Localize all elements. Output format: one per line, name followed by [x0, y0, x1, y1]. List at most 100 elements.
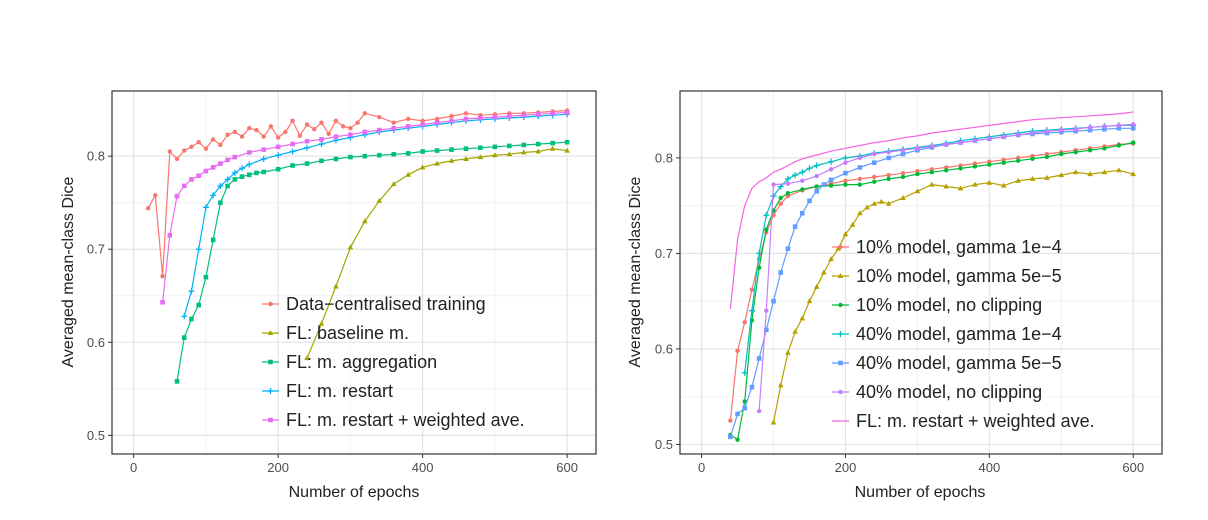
data-point	[448, 157, 455, 163]
data-point	[749, 287, 755, 292]
data-point	[864, 204, 870, 210]
data-point	[1030, 130, 1035, 136]
data-point	[189, 144, 194, 150]
data-point	[1044, 128, 1050, 134]
data-point	[210, 165, 216, 170]
data-point	[943, 168, 949, 173]
data-point	[189, 177, 194, 182]
data-point	[405, 171, 411, 177]
data-point	[535, 148, 542, 154]
data-point	[391, 151, 397, 157]
data-point	[232, 129, 238, 135]
data-point	[828, 177, 834, 183]
data-point	[377, 114, 382, 120]
data-point	[785, 181, 791, 186]
data-point	[885, 200, 892, 206]
left-gridlines	[112, 91, 596, 454]
data-point	[843, 182, 848, 187]
data-point	[763, 212, 770, 219]
data-point	[900, 170, 906, 176]
data-point	[174, 156, 180, 162]
left-chart-panel: 0.5 0.6 0.7 0.8 0 200 400 600 Number of epochs…	[60, 90, 597, 501]
data-point	[210, 237, 216, 243]
data-point	[972, 164, 978, 169]
data-point	[521, 112, 527, 118]
data-point	[778, 195, 783, 201]
data-point	[814, 189, 819, 194]
data-point	[391, 120, 396, 125]
data-point	[821, 269, 827, 275]
series-40-model-no-clipping	[756, 122, 1136, 414]
right-y-tick-labels: 0.5 0.6 0.7 0.8	[655, 150, 680, 452]
data-point	[929, 169, 934, 175]
series-fl-m-restart-weighted-ave	[160, 110, 570, 305]
data-point	[872, 179, 877, 184]
data-point	[1029, 175, 1036, 181]
data-point	[376, 197, 383, 203]
y-tick-label: 0.8	[87, 149, 105, 164]
data-point	[434, 116, 440, 122]
legend-label: 10% model, gamma 5e−5	[856, 266, 1062, 286]
legend-key-marker	[268, 301, 273, 307]
data-point	[742, 319, 747, 325]
legend-key-marker	[268, 417, 273, 423]
data-point	[275, 166, 281, 172]
legend-label: 40% model, gamma 1e−4	[856, 324, 1062, 344]
data-point	[477, 154, 484, 160]
legend-label: FL: baseline m.	[286, 323, 409, 343]
data-point	[1102, 146, 1107, 151]
data-point	[405, 124, 411, 129]
data-point	[1130, 125, 1136, 131]
data-point	[478, 145, 483, 151]
data-point	[362, 153, 368, 159]
data-point	[756, 408, 762, 414]
legend-key-marker	[838, 244, 843, 250]
data-point	[943, 183, 949, 189]
data-point	[915, 146, 920, 151]
data-point	[174, 193, 180, 199]
data-point	[507, 143, 512, 149]
series-10-model-no-clipping	[728, 140, 1136, 442]
data-point	[268, 124, 274, 129]
data-point	[1001, 160, 1006, 165]
data-point	[434, 148, 440, 153]
legend-item-fl-m-restart-weighted-ave: FL: m. restart + weighted ave.	[832, 411, 1095, 431]
legend-label: FL: m. aggregation	[286, 352, 437, 372]
data-point	[821, 182, 827, 187]
data-point	[799, 210, 805, 216]
data-point	[871, 160, 877, 165]
data-point	[886, 149, 891, 155]
data-point	[728, 434, 733, 440]
data-point	[333, 134, 339, 139]
data-point	[232, 154, 238, 160]
data-point	[1101, 169, 1108, 175]
data-point	[492, 114, 498, 120]
data-point	[741, 369, 748, 376]
y-tick-label: 0.5	[655, 437, 673, 452]
legend-key-marker	[268, 359, 273, 365]
y-tick-label: 0.5	[87, 428, 105, 443]
data-point	[390, 181, 397, 187]
data-point	[792, 172, 799, 179]
data-point	[478, 115, 483, 121]
data-point	[987, 162, 992, 167]
data-point	[806, 298, 813, 304]
legend-key-marker	[838, 360, 843, 366]
data-point	[181, 313, 188, 320]
left-x-axis-title: Number of epochs	[289, 484, 420, 501]
legend-label: Data−centralised training	[286, 294, 486, 314]
y-tick-label: 0.8	[655, 150, 673, 165]
data-point	[1116, 143, 1122, 148]
data-point	[312, 126, 317, 132]
data-point	[943, 142, 949, 147]
left-series-group	[145, 108, 571, 384]
data-point	[857, 176, 863, 182]
data-point	[1073, 127, 1078, 132]
data-point	[261, 147, 267, 152]
data-point	[463, 116, 469, 122]
data-point	[326, 131, 331, 137]
legend-key-marker	[267, 388, 274, 394]
legend-item-fl-m-restart: FL: m. restart	[262, 381, 393, 401]
data-point	[843, 170, 848, 176]
data-point	[1116, 125, 1122, 131]
